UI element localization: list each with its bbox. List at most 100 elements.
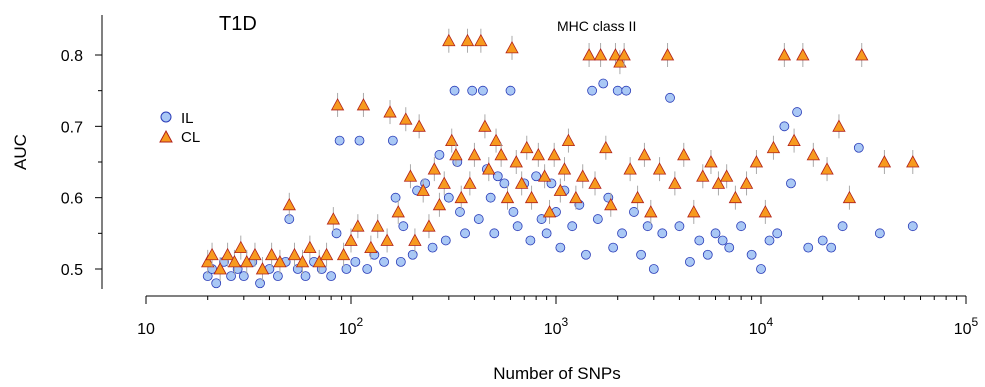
x-tick-label: 105 <box>954 315 979 338</box>
point-il <box>907 221 918 232</box>
point-cl <box>412 119 426 132</box>
point-il <box>674 221 685 232</box>
y-axis-label: AUC <box>11 134 30 170</box>
point-cl <box>906 155 920 168</box>
point-cl <box>644 205 658 218</box>
point-cl <box>557 162 572 175</box>
point-il <box>874 228 885 239</box>
point-il <box>440 235 451 246</box>
point-il <box>636 249 646 260</box>
point-cl <box>766 140 781 154</box>
point-cl <box>599 140 613 154</box>
point-cl <box>520 140 534 154</box>
point-cl <box>427 162 442 175</box>
point-cl <box>489 133 503 147</box>
point-il <box>326 271 337 282</box>
point-cl <box>326 212 341 225</box>
x-axis-label: Number of SNPs <box>493 364 621 383</box>
point-il <box>665 92 675 103</box>
point-cl <box>336 247 351 261</box>
point-il <box>427 242 438 253</box>
point-cl <box>593 48 608 61</box>
x-axis: 10 102 103 104 105 <box>137 295 979 338</box>
point-cl <box>777 48 792 61</box>
point-cl <box>537 169 552 182</box>
y-tick-label: 0.5 <box>61 262 83 279</box>
point-cl <box>213 262 227 275</box>
point-cl <box>739 176 754 189</box>
point-il <box>505 85 516 96</box>
point-il <box>702 249 713 260</box>
point-il <box>786 178 796 189</box>
point-il <box>379 256 389 267</box>
point-cl <box>467 148 482 161</box>
point-cl <box>482 162 496 175</box>
legend: IL CL <box>159 110 200 146</box>
point-cl <box>514 176 529 189</box>
point-cl <box>422 219 436 232</box>
point-cl <box>677 148 691 161</box>
point-il <box>541 228 552 239</box>
point-il <box>567 221 578 232</box>
point-cl <box>454 190 468 204</box>
point-cl <box>449 148 463 161</box>
point-il <box>779 121 790 132</box>
point-il <box>362 264 373 274</box>
point-il <box>710 228 721 239</box>
point-cl <box>696 169 710 182</box>
point-cl <box>652 162 667 175</box>
chart-title: T1D <box>219 13 257 35</box>
plot-points-layer <box>201 28 920 289</box>
point-cl <box>623 162 637 175</box>
point-cl <box>463 176 477 189</box>
point-il <box>724 242 735 253</box>
point-cl <box>416 183 430 196</box>
point-il <box>772 228 783 239</box>
point-cl <box>749 155 764 168</box>
point-il <box>449 85 460 96</box>
point-il <box>407 249 418 260</box>
point-il <box>617 228 627 239</box>
point-il <box>350 256 361 267</box>
point-cl <box>403 169 418 182</box>
x-tick-label: 10 <box>137 321 155 338</box>
point-cl <box>582 48 596 61</box>
point-cl <box>240 255 254 268</box>
point-il <box>717 235 728 246</box>
point-cl <box>248 247 262 261</box>
point-il <box>354 135 365 146</box>
point-cl <box>478 119 492 132</box>
point-il <box>395 256 406 267</box>
point-il <box>587 85 597 96</box>
point-il <box>273 271 283 282</box>
point-cl <box>542 205 557 218</box>
point-cl <box>474 33 488 47</box>
point-il <box>390 192 401 203</box>
point-il <box>512 221 523 232</box>
point-cl <box>380 233 394 246</box>
point-cl <box>319 247 334 261</box>
point-cl <box>531 148 546 161</box>
point-cl <box>264 247 279 261</box>
point-il <box>685 256 695 267</box>
point-cl <box>201 255 215 268</box>
point-cl <box>408 233 422 246</box>
y-tick-label: 0.6 <box>61 191 83 208</box>
point-il <box>648 264 659 274</box>
point-il <box>334 135 345 146</box>
point-cl <box>282 197 296 211</box>
point-il <box>255 278 265 289</box>
point-il <box>792 107 802 117</box>
point-cl <box>758 205 773 218</box>
point-cl <box>509 155 523 168</box>
point-cl <box>704 155 718 168</box>
point-cl <box>437 176 451 189</box>
mhc-annotation: MHC class II <box>557 18 636 34</box>
point-cl <box>287 247 302 261</box>
point-cl <box>303 240 317 254</box>
point-il <box>525 235 536 246</box>
point-cl <box>561 133 576 147</box>
point-cl <box>273 255 287 268</box>
point-cl <box>637 148 652 161</box>
